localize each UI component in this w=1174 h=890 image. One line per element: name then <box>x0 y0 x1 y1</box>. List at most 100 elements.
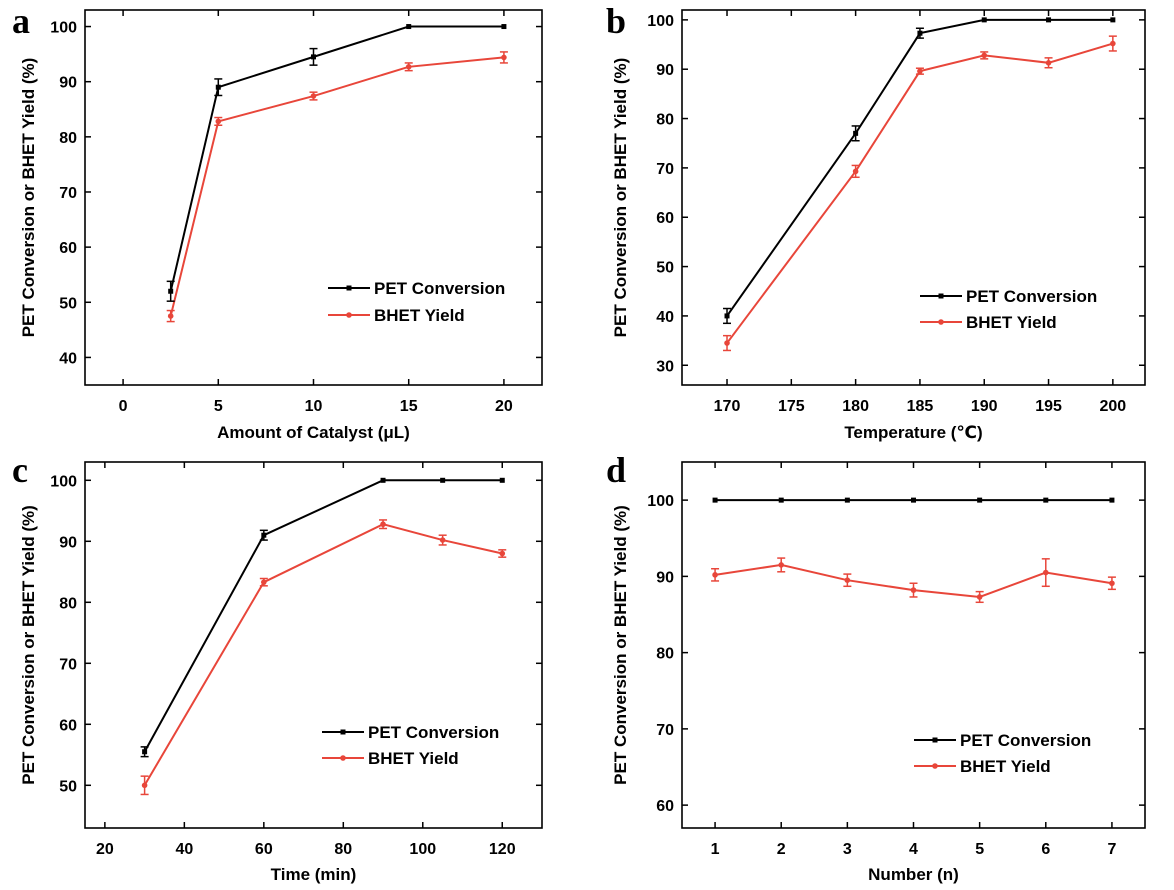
y-tick-label: 50 <box>59 778 77 795</box>
y-tick-label: 50 <box>656 260 674 277</box>
legend-marker <box>932 737 938 743</box>
data-point <box>215 118 222 125</box>
x-tick-label: 4 <box>909 841 918 858</box>
series-pet-conversion <box>712 497 1115 503</box>
x-tick-label: 190 <box>971 398 998 415</box>
x-tick-label: 10 <box>305 398 323 415</box>
legend-marker <box>938 293 944 299</box>
x-axis-title: Number (n) <box>868 865 959 884</box>
x-tick-label: 195 <box>1035 398 1062 415</box>
data-point <box>380 477 386 483</box>
data-point <box>917 30 923 36</box>
data-point <box>311 54 316 60</box>
data-point <box>1110 40 1116 47</box>
x-tick-label: 5 <box>975 841 984 858</box>
series-line <box>143 479 503 753</box>
x-tick-label: 80 <box>334 841 352 858</box>
data-point <box>724 340 730 346</box>
y-tick-label: 50 <box>59 295 77 312</box>
series-pet-conversion <box>166 24 507 302</box>
data-point <box>499 477 505 483</box>
x-tick-label: 6 <box>1041 841 1050 858</box>
legend-marker <box>346 312 352 318</box>
x-tick-label: 5 <box>214 398 223 415</box>
x-tick-label: 20 <box>495 398 513 415</box>
data-point <box>844 497 850 503</box>
panel-letter: a <box>12 1 30 41</box>
data-point <box>976 594 983 600</box>
x-tick-label: 200 <box>1099 398 1126 415</box>
x-tick-label: 15 <box>400 398 418 415</box>
y-axis-title: PET Conversion or BHET Yield (%) <box>19 58 38 338</box>
y-axis-title: PET Conversion or BHET Yield (%) <box>19 505 38 785</box>
data-point <box>977 497 983 503</box>
data-point <box>1046 17 1052 23</box>
panel-c: c 20 40 60 80 100 120 50 60 70 80 90 100 Time (min) PE… <box>12 450 543 884</box>
y-tick-label: 100 <box>647 493 674 510</box>
x-tick-label: 1 <box>711 841 720 858</box>
y-tick-label: 90 <box>656 62 674 79</box>
y-tick-label: 80 <box>59 130 77 147</box>
y-tick-label: 70 <box>656 161 674 178</box>
data-point <box>501 24 507 30</box>
data-point <box>1042 569 1049 576</box>
series-bhet-yield <box>723 35 1117 352</box>
panel-letter: b <box>606 1 626 41</box>
data-point <box>712 572 718 578</box>
x-tick-label: 60 <box>255 841 273 858</box>
legend-label: BHET Yield <box>960 757 1051 776</box>
y-axis-title: PET Conversion or BHET Yield (%) <box>611 505 630 785</box>
x-tick-label: 180 <box>842 398 869 415</box>
y-tick-label: 70 <box>59 185 77 202</box>
series-line <box>726 18 1113 317</box>
data-point <box>778 497 784 503</box>
y-tick-label: 100 <box>647 13 674 30</box>
x-tick-label: 120 <box>489 841 516 858</box>
x-tick-label: 170 <box>714 398 741 415</box>
data-point <box>168 288 174 294</box>
y-tick-label: 90 <box>656 569 674 586</box>
panel-a: a 0 5 10 15 20 40 50 60 70 80 90 100 Amount of Cataly… <box>12 1 543 442</box>
data-point <box>778 562 785 568</box>
data-point <box>406 24 412 30</box>
x-axis-title: Amount of Catalyst (μL) <box>217 423 410 442</box>
x-tick-label: 20 <box>96 841 114 858</box>
panel-b: b 170 175 180 185 190 195 200 30 40 50 60 70 80 90 100 T… <box>606 1 1146 442</box>
data-point <box>142 749 148 755</box>
y-tick-label: 30 <box>656 358 674 375</box>
data-point <box>380 521 386 528</box>
data-point <box>1110 17 1116 23</box>
legend-label: PET Conversion <box>966 287 1097 306</box>
data-point <box>852 168 859 175</box>
series-line <box>726 42 1114 344</box>
data-point <box>981 17 987 23</box>
data-point <box>499 550 506 557</box>
data-point <box>261 579 267 585</box>
y-tick-label: 70 <box>656 722 674 739</box>
legend-label: PET Conversion <box>960 731 1091 750</box>
y-axis-title: PET Conversion or BHET Yield (%) <box>611 58 630 338</box>
plot-frame <box>681 9 1146 386</box>
data-point <box>405 64 412 70</box>
series-bhet-yield <box>166 51 508 323</box>
y-tick-label: 90 <box>59 534 77 551</box>
data-point <box>1109 497 1115 503</box>
legend-label: PET Conversion <box>368 723 499 742</box>
data-point <box>981 52 988 59</box>
data-point <box>1043 497 1049 503</box>
x-tick-label: 40 <box>175 841 193 858</box>
plot-frame <box>681 461 1146 829</box>
series-pet-conversion <box>723 17 1116 325</box>
y-tick-label: 60 <box>656 798 674 815</box>
panel-letter: c <box>12 450 28 490</box>
legend-marker <box>938 319 944 325</box>
y-tick-label: 100 <box>50 473 77 490</box>
legend: PET Conversion BHET Yield <box>322 723 499 768</box>
legend: PET Conversion BHET Yield <box>328 279 505 325</box>
data-point <box>911 497 916 503</box>
x-axis-title: Time (min) <box>271 865 357 884</box>
data-point <box>440 477 446 483</box>
data-point <box>167 313 174 319</box>
data-point <box>844 577 851 583</box>
legend-label: BHET Yield <box>966 313 1057 332</box>
